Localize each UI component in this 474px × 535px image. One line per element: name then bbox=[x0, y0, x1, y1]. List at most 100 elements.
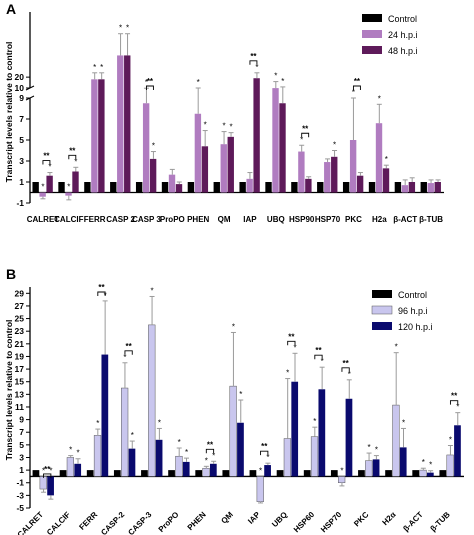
legend-swatch bbox=[371, 305, 393, 315]
significance-bracket bbox=[341, 367, 350, 372]
y-tick-label: 20 bbox=[15, 72, 25, 82]
significance-label: ** bbox=[250, 52, 257, 61]
bar-control bbox=[420, 182, 427, 193]
bar-control bbox=[86, 470, 94, 477]
significance-star: * bbox=[293, 343, 296, 352]
bar-24-h-p-i bbox=[194, 113, 202, 193]
legend-entry: 48 h.p.i bbox=[388, 46, 418, 56]
x-tick-label: CASP-2 bbox=[99, 510, 126, 535]
x-tick-label: QM bbox=[218, 215, 231, 224]
y-tick-label: 9 bbox=[19, 93, 24, 103]
significance-star: * bbox=[395, 343, 398, 352]
bar-120-h-p-i bbox=[101, 354, 109, 477]
significance-star: * bbox=[76, 449, 79, 458]
y-tick-label: 25 bbox=[15, 314, 25, 324]
bar-control bbox=[276, 470, 284, 477]
significance-star: * bbox=[368, 443, 371, 452]
legend-swatch bbox=[372, 290, 392, 298]
significance-star: * bbox=[151, 286, 154, 295]
x-tick-label: CALCIF bbox=[54, 215, 83, 224]
significance-bracket bbox=[97, 291, 106, 296]
bar-control bbox=[32, 182, 39, 193]
bar-24-h-p-i bbox=[142, 103, 150, 193]
bar-control bbox=[135, 182, 143, 193]
significance-star: * bbox=[41, 183, 44, 192]
significance-star: * bbox=[281, 77, 284, 86]
significance-star: * bbox=[286, 369, 289, 378]
bar-120-h-p-i bbox=[74, 463, 82, 477]
bar-control bbox=[394, 182, 402, 193]
significance-star: * bbox=[300, 135, 303, 144]
bar-48-h-p-i bbox=[201, 146, 209, 193]
bar-96-h-p-i bbox=[229, 385, 237, 477]
y-tick-label: 17 bbox=[15, 364, 25, 374]
bar-48-h-p-i bbox=[356, 175, 364, 193]
bar-120-h-p-i bbox=[209, 463, 217, 477]
bar-96-h-p-i bbox=[66, 457, 74, 477]
significance-star: * bbox=[429, 461, 432, 470]
bar-24-h-p-i bbox=[375, 123, 383, 193]
significance-bracket bbox=[68, 154, 77, 160]
legend-entry: 96 h.p.i bbox=[398, 306, 428, 316]
bar-control bbox=[368, 182, 376, 193]
bar-control bbox=[317, 182, 324, 193]
bar-96-h-p-i bbox=[256, 476, 264, 502]
significance-star: * bbox=[126, 24, 129, 33]
x-tick-label: HSP60 bbox=[292, 510, 317, 535]
significance-star: * bbox=[131, 431, 134, 440]
x-tick-label: UBQ bbox=[270, 510, 289, 529]
significance-label: ** bbox=[342, 359, 349, 368]
y-tick-label: 10 bbox=[15, 83, 25, 93]
y-tick-label: 29 bbox=[15, 288, 25, 298]
bar-24-h-p-i bbox=[65, 192, 72, 196]
x-tick-label: ProPO bbox=[157, 510, 181, 534]
legend-entry: Control bbox=[398, 290, 427, 300]
bar-control bbox=[32, 470, 40, 477]
significance-star: * bbox=[449, 435, 452, 444]
significance-label: ** bbox=[261, 442, 268, 451]
significance-star: * bbox=[205, 456, 208, 465]
x-tick-label: CALRET bbox=[27, 215, 60, 224]
bar-48-h-p-i bbox=[227, 136, 234, 193]
x-tick-label: PHEN bbox=[186, 510, 208, 532]
bar-24-h-p-i bbox=[91, 79, 98, 193]
bar-96-h-p-i bbox=[202, 467, 210, 477]
y-axis-label: Transcript levels relative to control bbox=[4, 42, 14, 183]
bar-48-h-p-i bbox=[72, 171, 79, 193]
significance-label: ** bbox=[98, 283, 105, 292]
y-tick-label: -5 bbox=[16, 503, 24, 513]
x-tick-label: β-TUB bbox=[419, 215, 443, 224]
y-tick-label: 3 bbox=[19, 452, 24, 462]
significance-star: * bbox=[185, 448, 188, 457]
bar-120-h-p-i bbox=[399, 447, 407, 477]
y-tick-label: -1 bbox=[16, 198, 24, 208]
significance-label: ** bbox=[288, 332, 295, 341]
significance-star: * bbox=[212, 451, 215, 460]
significance-star: * bbox=[152, 142, 155, 151]
x-tick-label: PKC bbox=[345, 215, 362, 224]
bar-24-h-p-i bbox=[168, 174, 176, 193]
significance-label: ** bbox=[354, 77, 361, 86]
x-tick-label: FERR bbox=[77, 510, 99, 532]
bar-120-h-p-i bbox=[291, 381, 299, 477]
significance-bracket bbox=[314, 354, 323, 360]
bar-96-h-p-i bbox=[419, 469, 427, 477]
significance-bracket bbox=[301, 132, 310, 138]
x-tick-label: HSP90 bbox=[289, 215, 315, 224]
bar-48-h-p-i bbox=[434, 182, 441, 193]
significance-star: * bbox=[239, 390, 242, 399]
x-tick-label: UBQ bbox=[267, 215, 285, 224]
bar-control bbox=[330, 470, 338, 477]
significance-bracket bbox=[352, 85, 361, 90]
significance-star: * bbox=[274, 72, 277, 81]
significance-star: * bbox=[223, 122, 226, 131]
x-tick-label: IAP bbox=[243, 215, 257, 224]
significance-star: * bbox=[197, 78, 200, 87]
bar-48-h-p-i bbox=[305, 178, 312, 193]
significance-bracket bbox=[42, 160, 51, 165]
significance-star: * bbox=[402, 418, 405, 427]
bar-control bbox=[141, 470, 148, 477]
significance-bracket bbox=[43, 473, 52, 478]
y-tick-label: 9 bbox=[19, 415, 24, 425]
significance-star: * bbox=[259, 466, 262, 475]
